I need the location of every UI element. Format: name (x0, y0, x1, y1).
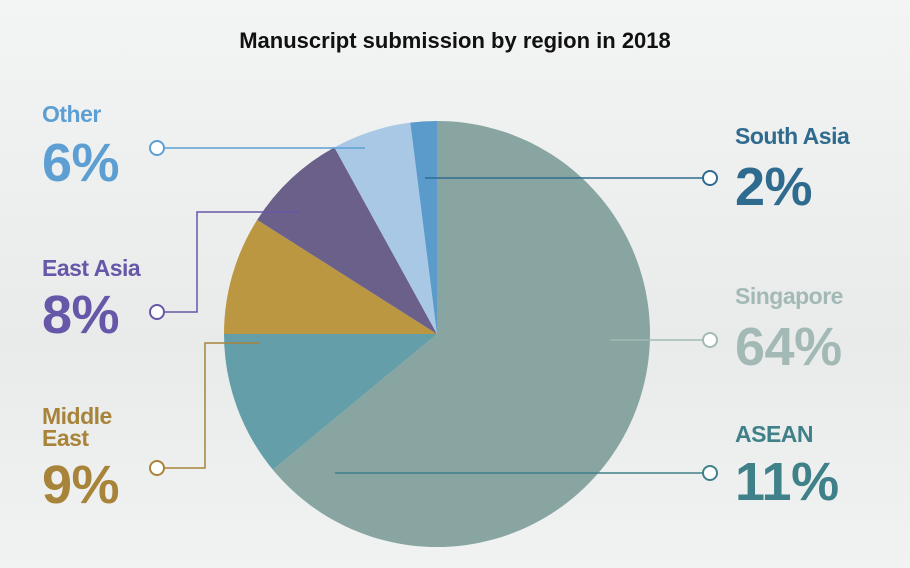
pie-slice (257, 147, 437, 334)
value-label: 64% (735, 317, 842, 377)
legend-name: Singapore (735, 283, 843, 309)
leader-marker (149, 304, 165, 320)
value-label: 8% (42, 285, 120, 345)
legend-name: Middle East (42, 403, 112, 451)
chart-title: Manuscript submission by region in 2018 (239, 28, 671, 53)
pie-slice (224, 219, 437, 334)
legend-name: ASEAN (735, 421, 814, 447)
value-label: 6% (42, 133, 120, 193)
value-label: 11% (735, 452, 839, 512)
pie-slice (272, 121, 651, 547)
leader-marker (702, 465, 718, 481)
legend-name: East Asia (42, 255, 141, 281)
leader-marker (702, 170, 718, 186)
pie-slice (410, 121, 437, 334)
pie-slice (224, 334, 437, 470)
leader-marker (149, 140, 165, 156)
leader-line (164, 211, 300, 313)
legend-name: South Asia (735, 123, 850, 149)
leader-marker (702, 332, 718, 348)
pie-slice (334, 122, 437, 334)
leader-marker (149, 460, 165, 476)
value-label: 9% (42, 455, 120, 515)
leader-line (164, 342, 260, 469)
value-label: 2% (735, 157, 813, 217)
legend-name: Other (42, 101, 101, 127)
